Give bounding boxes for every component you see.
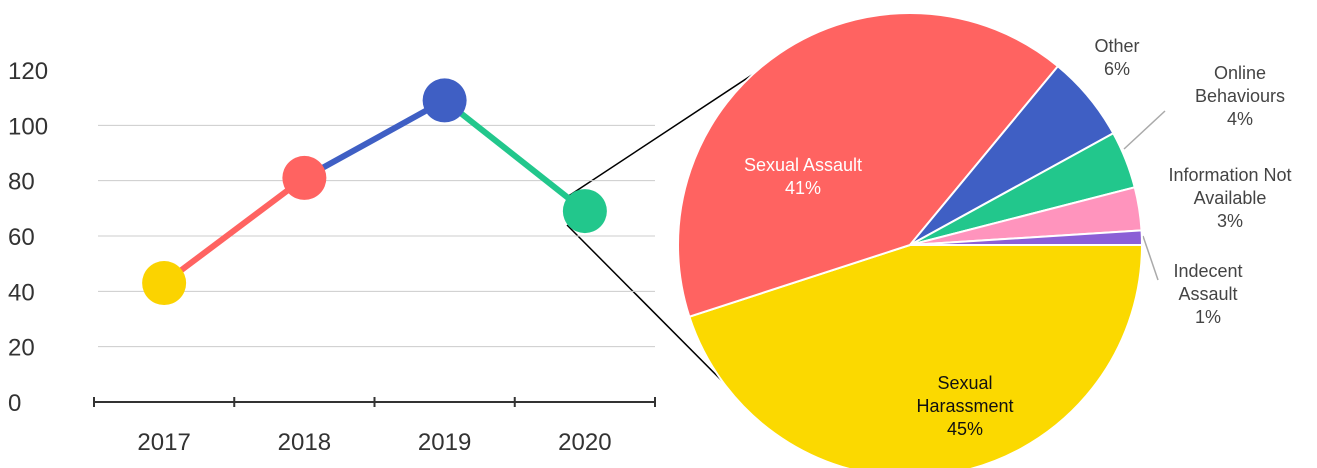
y-tick-label: 120	[8, 58, 48, 85]
pie-label: Sexual Harassment 45%	[900, 372, 1030, 441]
slice-value: 41%	[784, 178, 822, 198]
point	[142, 261, 187, 306]
line-segment	[442, 98, 587, 214]
point	[562, 189, 607, 234]
slice-name: Indecent Assault	[1173, 261, 1243, 304]
y-tick-label: 100	[8, 113, 48, 140]
slice-value: 4%	[1226, 109, 1253, 129]
pie-slice	[677, 12, 1060, 318]
pie-label: Indecent Assault 1%	[1158, 260, 1258, 329]
slice-value: 3%	[1216, 211, 1243, 231]
y-tick-label: 0	[8, 390, 21, 417]
leader-line	[1142, 235, 1159, 281]
slice-value: 6%	[1103, 59, 1130, 79]
leader-line	[1123, 110, 1166, 150]
slice-name: Sexual Assault	[743, 155, 863, 175]
y-tick-label: 80	[8, 169, 35, 196]
y-tick-label: 20	[8, 335, 35, 362]
pie-slice	[688, 244, 1144, 468]
line-segment	[302, 97, 447, 181]
y-tick-label: 60	[8, 224, 35, 251]
slice-name: Other	[1094, 36, 1140, 56]
slice-name: Sexual Harassment	[916, 373, 1014, 416]
x-tick-label: 2020	[558, 429, 611, 456]
slice-name: Information Not Available	[1168, 165, 1292, 208]
pie-label: Other 6%	[1094, 35, 1139, 81]
pie-slice	[909, 229, 1144, 246]
pie-label: Online Behaviours 4%	[1175, 62, 1305, 131]
slice-name: Online Behaviours	[1194, 63, 1286, 106]
x-tick-label: 2019	[418, 429, 471, 456]
slice-value: 1%	[1194, 307, 1221, 327]
pie-label: Information Not Available 3%	[1143, 164, 1317, 233]
line-segment	[162, 175, 307, 286]
slice-value: 45%	[946, 419, 984, 439]
pie-label: Sexual Assault 41%	[744, 154, 862, 200]
point	[422, 78, 467, 123]
x-tick-label: 2017	[137, 429, 190, 456]
x-tick-label: 2018	[278, 429, 331, 456]
point	[282, 155, 327, 200]
y-tick-label: 40	[8, 279, 35, 306]
